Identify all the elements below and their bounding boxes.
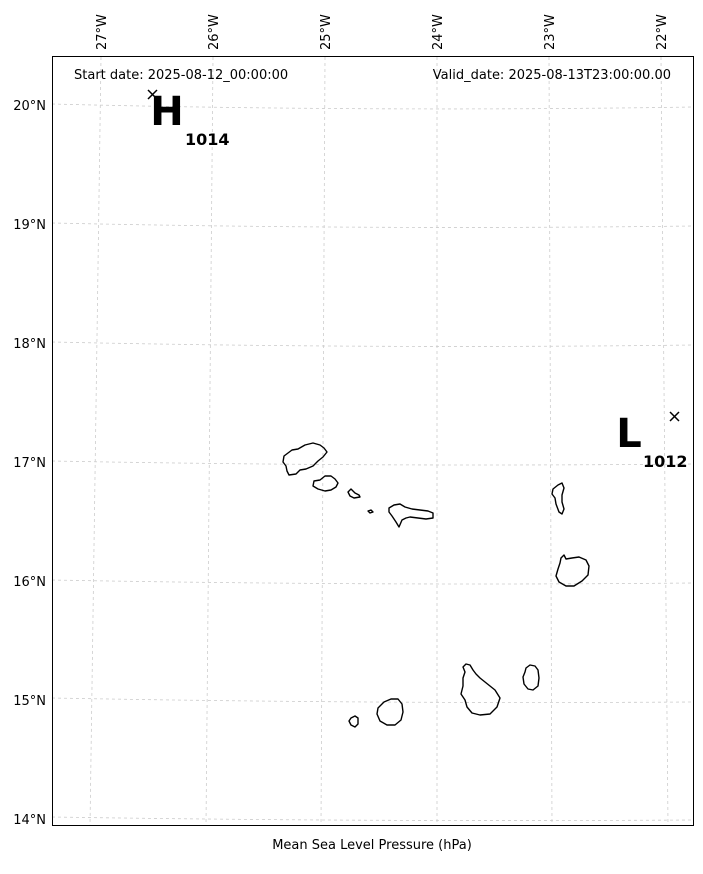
island-maio xyxy=(522,664,540,691)
map-caption: Mean Sea Level Pressure (hPa) xyxy=(272,838,472,853)
island-boa-vista xyxy=(555,554,590,587)
parallel-19n xyxy=(51,222,694,228)
lat-label-19n: 19°N xyxy=(13,218,46,233)
island-brava xyxy=(348,715,359,728)
island-sao-nicolau xyxy=(388,503,434,528)
island-fogo xyxy=(376,698,404,726)
valid-date-text: Valid_date: 2025-08-13T23:00:00.00 xyxy=(433,68,671,83)
lon-label-22w: 22°W xyxy=(655,14,670,50)
lat-label-20n: 20°N xyxy=(13,99,46,114)
lat-label-15n: 15°N xyxy=(13,694,46,709)
meridian-27w xyxy=(89,56,102,827)
latitude-labels: 20°N 19°N 18°N 17°N 16°N 15°N 14°N xyxy=(13,99,46,828)
lon-label-23w: 23°W xyxy=(543,14,558,50)
lon-label-27w: 27°W xyxy=(95,14,110,50)
island-sao-vicente xyxy=(312,475,339,492)
low-pressure-symbol: L xyxy=(616,411,642,457)
coastlines xyxy=(282,442,590,728)
high-center-marker-icon xyxy=(147,89,158,100)
lon-label-26w: 26°W xyxy=(207,14,222,50)
longitude-labels: 27°W 26°W 25°W 24°W 23°W 22°W xyxy=(95,14,670,50)
low-pressure-center: L 1012 xyxy=(616,411,687,471)
parallel-17n xyxy=(51,460,694,466)
meridian-25w xyxy=(320,56,326,827)
lat-label-18n: 18°N xyxy=(13,337,46,352)
parallel-15n xyxy=(51,697,694,703)
lon-label-25w: 25°W xyxy=(319,14,334,50)
parallel-18n xyxy=(51,341,694,347)
lat-label-17n: 17°N xyxy=(13,456,46,471)
lat-label-14n: 14°N xyxy=(13,813,46,828)
start-date-text: Start date: 2025-08-12_00:00:00 xyxy=(74,68,288,83)
lon-label-24w: 24°W xyxy=(431,14,446,50)
map-frame xyxy=(52,56,694,826)
meridian-22w xyxy=(660,56,669,827)
meridian-23w xyxy=(548,56,553,827)
island-santiago xyxy=(460,663,501,716)
low-center-marker-icon xyxy=(669,411,680,422)
island-sal xyxy=(551,482,565,515)
low-pressure-value: 1012 xyxy=(643,452,688,471)
island-santo-antao xyxy=(282,442,328,476)
meridian-26w xyxy=(205,56,214,827)
parallel-16n xyxy=(51,579,694,585)
parallel-14n xyxy=(51,816,694,821)
gridlines xyxy=(51,56,694,827)
island-santa-luzia xyxy=(347,488,361,499)
island-raso xyxy=(367,509,374,514)
high-pressure-symbol: H xyxy=(150,89,183,135)
high-pressure-value: 1014 xyxy=(185,130,230,149)
parallel-20n xyxy=(51,103,694,110)
high-pressure-center: H 1014 xyxy=(147,89,230,149)
lat-label-16n: 16°N xyxy=(13,575,46,590)
